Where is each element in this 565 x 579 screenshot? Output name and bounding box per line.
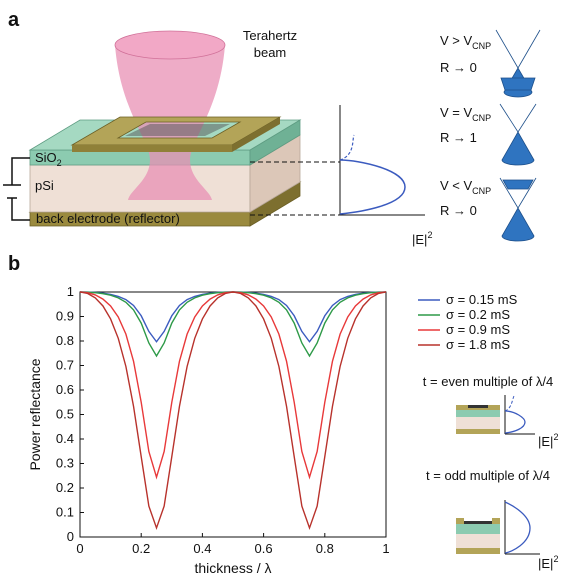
axis-label: |E|2 [538,554,558,571]
beam-label: Terahertz [243,28,297,43]
legend-label: σ = 0.2 mS [446,307,510,322]
state-voltage: V < V [440,178,472,193]
y-tick-label: 0.2 [56,480,74,495]
axis-label: |E| [538,434,553,449]
legend-label: σ = 1.8 mS [446,337,510,352]
x-tick-label: 0 [76,541,83,556]
state-voltage: V = VCNP [440,105,491,123]
x-tick-label: 0.4 [193,541,211,556]
legend-label: σ = 0.15 mS [446,292,518,307]
layer-label: back electrode (reflector) [36,211,180,226]
data-line [80,292,386,477]
y-tick-label: 0.4 [56,431,74,446]
state-reflectance: R → 1 [440,130,477,145]
layer-label: pSi [35,178,54,193]
state-voltage: V > VCNP [440,33,491,51]
x-axis-label: thickness / λ [194,560,271,576]
y-tick-label: 0.7 [56,358,74,373]
state-voltage-sub: CNP [472,186,491,196]
inset-title: t = odd multiple of λ/4 [426,468,550,483]
x-tick-label: 0.8 [316,541,334,556]
axis-label-sup: 2 [553,554,558,564]
data-line [80,292,386,528]
panel-label: a [8,9,20,31]
state-voltage-sub: CNP [472,41,491,51]
axis-label-sup: 2 [427,230,432,240]
y-axis-label: Power reflectance [27,358,43,470]
y-tick-label: 1 [67,284,74,299]
state-voltage-sub: CNP [472,113,491,123]
x-tick-label: 1 [382,541,389,556]
x-tick-label: 0.6 [255,541,273,556]
state-voltage: V > V [440,33,472,48]
y-tick-label: 0 [67,529,74,544]
state-voltage: V = V [440,105,472,120]
plot-frame [80,292,386,537]
axis-label: |E| [412,232,427,247]
figure: a Tera [0,0,565,579]
panel-label: b [8,253,20,275]
y-tick-label: 0.9 [56,309,74,324]
state-voltage: V < VCNP [440,178,491,196]
y-tick-label: 0.5 [56,407,74,422]
state-reflectance: R → 0 [440,60,477,75]
y-tick-label: 0.3 [56,456,74,471]
x-tick-label: 0.2 [132,541,150,556]
y-tick-label: 0.1 [56,505,74,520]
beam-label: beam [254,45,287,60]
axis-label-sup: 2 [553,432,558,442]
legend-label: σ = 0.9 mS [446,322,510,337]
chart: 0 0.2 0.4 0.6 0.8 1 0 0.1 0.2 0.3 0.4 0.5 0.6 0.7 0.8 0… [27,284,518,576]
data-line [80,292,386,356]
layer-label: SiO [35,150,57,165]
state-reflectance: R → 0 [440,203,477,218]
y-tick-label: 0.8 [56,333,74,348]
axis-label: |E|2 [538,432,558,449]
inset-title: t = even multiple of λ/4 [423,374,553,389]
layer-label-sub: 2 [57,158,62,168]
axis-label: |E|2 [412,230,432,247]
axis-label: |E| [538,556,553,571]
y-tick-label: 0.6 [56,382,74,397]
